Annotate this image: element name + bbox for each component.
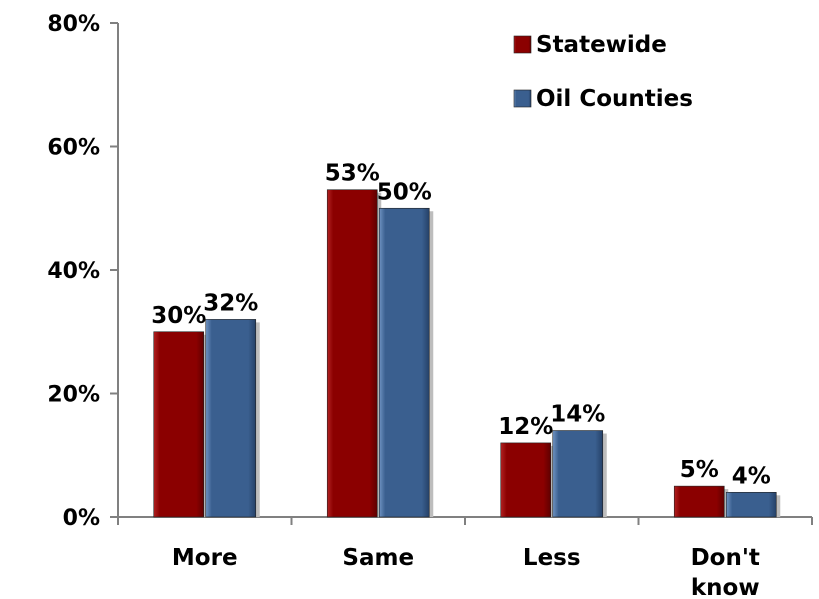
x-category-label: Don't know [691,545,760,599]
y-tick-label: 60% [47,136,100,161]
x-category-label-line: Don't [691,545,760,571]
legend: Statewide Oil Counties [514,32,693,112]
y-tick-label: 80% [47,12,100,37]
bar-oil-counties [553,431,603,517]
bar-oil-counties [726,492,776,517]
bar-statewide [501,443,551,517]
legend-swatch [514,36,531,53]
bar-value-label: 14% [550,402,605,428]
legend-label: Oil Counties [536,86,693,112]
y-tick-label: 40% [47,259,100,284]
bar-value-label: 4% [732,463,771,489]
legend-swatch [514,90,531,107]
bar-value-label: 50% [377,179,432,205]
x-category-label-line: Same [342,545,414,571]
bar-value-label: 5% [680,457,719,483]
bar-value-label: 12% [498,414,553,440]
y-tick-label: 0% [63,506,100,531]
bar-statewide [154,332,204,517]
x-category-label-line: know [691,575,760,599]
bar-oil-counties [206,319,256,517]
x-category-label: More [172,545,238,571]
y-tick-label: 20% [47,383,100,408]
x-category-label: Same [342,545,414,571]
bar-statewide [327,190,377,517]
bar-value-label: 53% [325,161,380,187]
bar-value-label: 30% [151,303,206,329]
bar-statewide [674,486,724,517]
x-category-label-line: More [172,545,238,571]
bar-value-label: 32% [203,290,258,316]
x-category-label: Less [523,545,581,571]
legend-label: Statewide [536,32,667,58]
bar-oil-counties [379,208,429,517]
x-category-label-line: Less [523,545,581,571]
